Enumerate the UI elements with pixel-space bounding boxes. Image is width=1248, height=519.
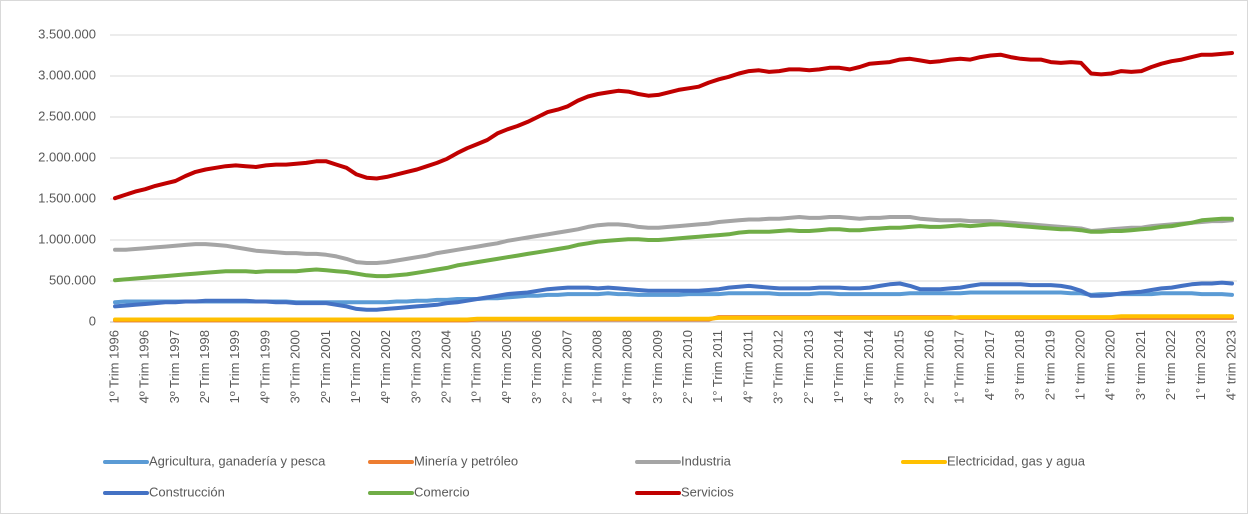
y-tick-label: 2.500.000 [38,108,96,123]
legend-label: Minería y petróleo [414,453,518,468]
x-tick-label: 1° Trim 2011 [710,330,725,403]
x-tick-label: 4º Trim 2005 [499,330,514,403]
x-tick-label: 3° trim 2018 [1012,330,1027,400]
series-line [113,280,1234,312]
y-tick-label: 3.000.000 [38,67,96,82]
x-tick-label: 1° Trim 2017 [952,330,967,404]
x-tick-label: 3° Trim 2012 [771,330,786,404]
legend-label: Agricultura, ganadería y pesca [149,453,326,468]
x-tick-label: 4° trim 2020 [1103,330,1118,400]
series-line [113,314,1234,322]
legend-label: Comercio [414,484,470,499]
series-line [113,51,1234,201]
legend-label: Construcción [149,484,225,499]
y-tick-label: 3.500.000 [38,26,96,41]
x-tick-label: 3° Trim 2006 [529,330,544,404]
x-tick-label: 2° Trim 2007 [559,330,574,404]
x-tick-label: 3° Trim 2009 [650,330,665,404]
series-line [113,216,1234,283]
x-tick-label: 4° trim 2017 [982,330,997,400]
x-tick-label: 1º Trim 1999 [227,330,242,403]
x-tick-label: 1º Trim 2002 [348,330,363,403]
y-tick-label: 0 [89,313,96,328]
x-tick-label: 1° Trim 2008 [589,330,604,404]
x-tick-label: 4º Trim 1996 [137,330,152,403]
x-tick-label: 4° Trim 2011 [740,330,755,403]
x-tick-label: 2° Trim 2010 [680,330,695,404]
legend-label: Industria [681,453,732,468]
x-tick-label: 1º Trim 2005 [469,330,484,403]
x-tick-label: 1º Trim 1996 [106,330,121,403]
y-tick-label: 2.000.000 [38,149,96,164]
y-tick-label: 1.500.000 [38,190,96,205]
x-tick-label: 4º Trim 2002 [378,330,393,403]
x-tick-label: 2° trim 2019 [1042,330,1057,400]
x-tick-label: 2° trim 2022 [1163,330,1178,400]
legend-label: Servicios [681,484,734,499]
series-line [113,215,1234,265]
x-tick-label: 3° Trim 2015 [891,330,906,404]
x-tick-label: 2º Trim 2004 [439,330,454,403]
x-tick-label: 4° trim 2023 [1223,330,1238,400]
x-tick-label: 4° Trim 2014 [861,330,876,404]
x-tick-label: 2º Trim 2001 [318,330,333,403]
x-tick-label: 1° trim 2023 [1193,330,1208,400]
x-tick-label: 2° Trim 2016 [922,330,937,404]
x-tick-label: 1º Trim 2014 [831,330,846,403]
x-tick-label: 3º Trim 2003 [408,330,423,403]
x-tick-label: 2° Trim 2013 [801,330,816,404]
x-tick-label: 3º Trim 1997 [167,330,182,403]
x-tick-label: 1° trim 2020 [1072,330,1087,400]
x-tick-label: 3° trim 2021 [1133,330,1148,400]
x-tick-label: 4° Trim 2008 [620,330,635,404]
legend-label: Electricidad, gas y agua [947,453,1086,468]
y-tick-label: 500.000 [49,272,96,287]
y-tick-label: 1.000.000 [38,231,96,246]
x-tick-label: 2º Trim 1998 [197,330,212,403]
x-tick-label: 3º Trim 2000 [288,330,303,403]
x-tick-label: 4º Trim 1999 [257,330,272,403]
